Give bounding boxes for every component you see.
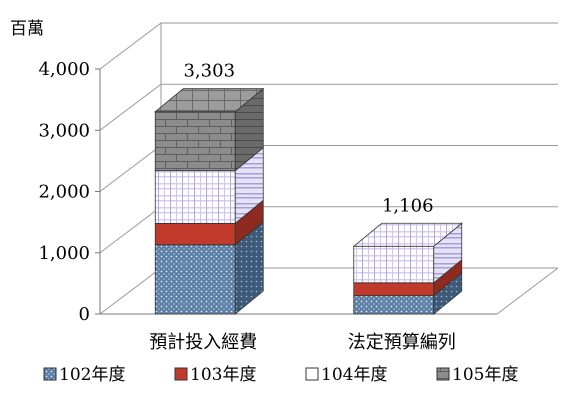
bar-top: [154, 88, 265, 113]
legend: 102年度 103年度 104年度 105年度: [43, 365, 518, 385]
legend-swatch: [436, 367, 450, 381]
gridline: [99, 22, 558, 70]
bar-segment: [353, 282, 435, 297]
bar-segment: [154, 244, 236, 315]
total-label: 3,303: [183, 61, 235, 82]
legend-label: 103年度: [190, 365, 256, 385]
legend-swatch: [43, 367, 57, 381]
bar-segment: [353, 295, 435, 315]
legend-swatch: [174, 367, 188, 381]
legend-label: 102年度: [59, 365, 125, 385]
y-tick-label: 2,000: [38, 182, 90, 203]
bar-segment: [154, 222, 236, 246]
legend-swatch: [305, 367, 319, 381]
legend-label: 104年度: [321, 365, 387, 385]
unit-label: 百萬: [10, 19, 44, 39]
bar-segment: [154, 170, 236, 224]
floor-edge: [496, 267, 559, 315]
total-labels: 3,303 1,106: [183, 61, 433, 217]
category-label: 法定預算編列: [348, 332, 456, 353]
y-tick-label: 1,000: [38, 243, 90, 264]
bar-segment: [154, 111, 236, 172]
category-label: 預計投入經費: [149, 332, 257, 353]
y-tick-labels: 0 1,000 2,000 3,000 4,000: [38, 59, 90, 325]
y-tick-label: 3,000: [38, 120, 90, 141]
bar-top: [352, 222, 463, 247]
bars: [154, 87, 463, 315]
total-label: 1,106: [382, 195, 434, 216]
category-labels: 預計投入經費 法定預算編列: [149, 332, 456, 353]
bar-segment: [353, 245, 435, 284]
y-tick-label: 0: [79, 304, 90, 325]
legend-label: 105年度: [452, 365, 518, 385]
y-tick-label: 4,000: [38, 59, 90, 80]
